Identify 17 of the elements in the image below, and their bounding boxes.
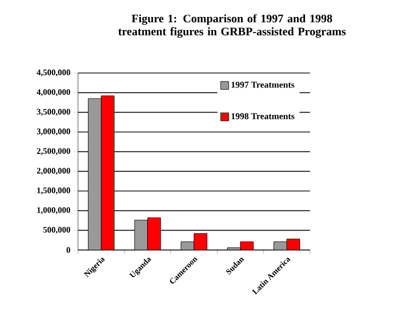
y-tick-label: 0 (66, 247, 70, 253)
y-tick-label: 1,500,000 (37, 188, 70, 194)
y-tick-label: 2,000,000 (36, 168, 70, 175)
bar (134, 220, 148, 250)
y-tick-label: 1,000,000 (37, 207, 70, 214)
y-tick-label: 2,500,000 (36, 148, 70, 156)
legend-label: 1997 Treatments (232, 82, 294, 88)
legend-label: 1998 Treatments (232, 113, 294, 120)
bar (88, 98, 102, 250)
chart-title: Figure 1: Comparison of 1997 and 1998 treatment figures in GRBP-assisted Programs (118, 14, 346, 38)
y-tick-label: 3,000,000 (36, 128, 70, 136)
y-tick-label: 3,500,000 (36, 108, 70, 116)
bar (148, 218, 161, 250)
bar (101, 96, 114, 250)
y-tick-label: 4,000,000 (36, 89, 70, 96)
y-tick-label: 4,500,000 (36, 70, 70, 76)
y-tick-label: 500,000 (43, 226, 70, 234)
